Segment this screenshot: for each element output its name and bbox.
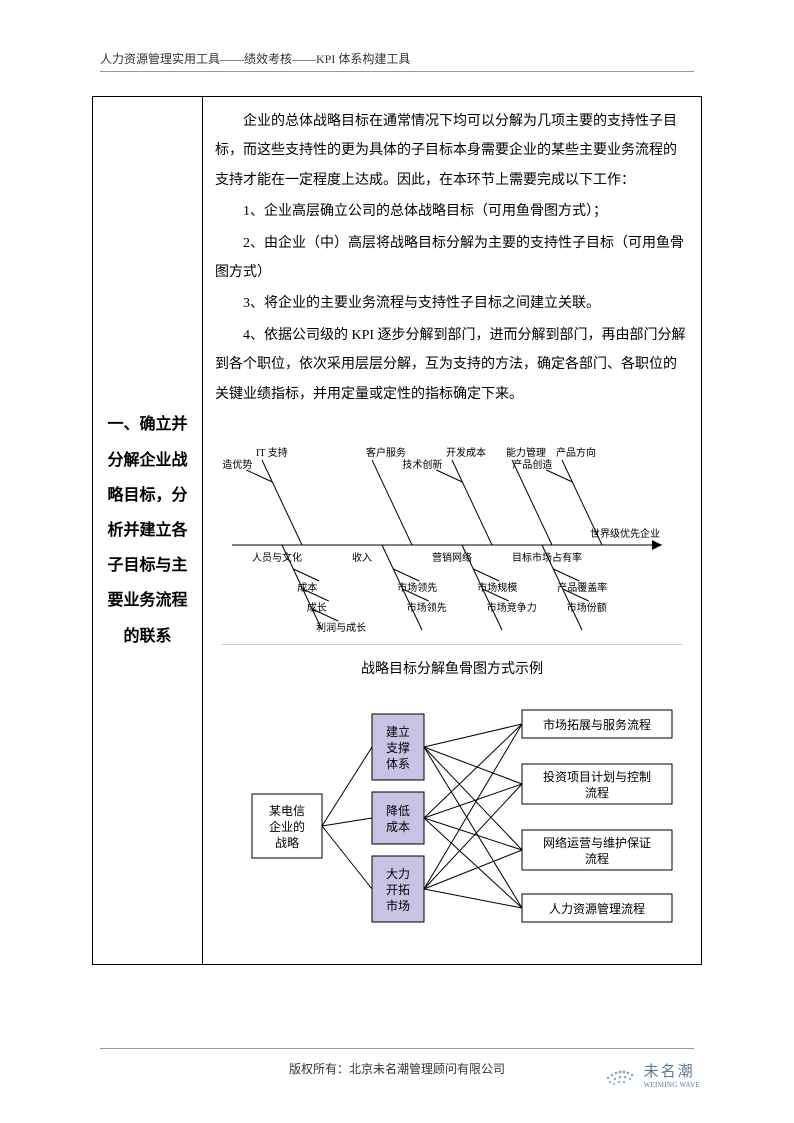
logo-subtitle: WEIMING WAVE [644, 1081, 700, 1089]
svg-text:大力: 大力 [386, 867, 410, 881]
svg-text:收入: 收入 [352, 551, 372, 564]
svg-text:产品覆盖率: 产品覆盖率 [557, 581, 607, 594]
svg-text:市场份额: 市场份额 [567, 601, 607, 614]
svg-text:企业的: 企业的 [269, 819, 305, 834]
svg-text:目标市场占有率: 目标市场占有率 [512, 551, 582, 564]
svg-text:市场领先: 市场领先 [407, 601, 447, 614]
list-item: 2、由企业（中）高层将战略目标分解为主要的支持性子目标（可用鱼骨图方式） [215, 229, 689, 288]
svg-text:投资项目计划与控制: 投资项目计划与控制 [543, 769, 651, 784]
logo-name: 未名潮 [644, 1060, 700, 1081]
svg-text:人员与文化: 人员与文化 [252, 551, 302, 564]
content-table: 一、确立并分解企业战略目标，分析并建立各子目标与主要业务流程的联系 企业的总体战… [92, 96, 702, 965]
logo-dots-icon [602, 1062, 638, 1090]
svg-text:体系: 体系 [386, 757, 410, 771]
svg-text:市场竞争力: 市场竞争力 [487, 601, 537, 614]
svg-text:战略: 战略 [275, 835, 299, 850]
footer-divider [100, 1048, 694, 1049]
svg-text:产品方向: 产品方向 [556, 446, 596, 459]
svg-text:市场: 市场 [386, 898, 410, 913]
svg-text:成本: 成本 [386, 820, 410, 834]
svg-text:流程: 流程 [585, 851, 609, 866]
svg-text:开发成本: 开发成本 [446, 446, 486, 459]
svg-text:产品创造: 产品创造 [512, 458, 552, 471]
section-title: 一、确立并分解企业战略目标，分析并建立各子目标与主要业务流程的联系 [105, 407, 190, 653]
svg-text:降低: 降低 [386, 804, 410, 818]
logo: 未名潮 WEIMING WAVE [644, 1060, 700, 1089]
fishbone-diagram: 世界级优先企业 IT 支持制造优势 客户服务 开发成本技术创新 能力管理产品方向产品创造… [222, 415, 682, 645]
svg-text:人力资源管理流程: 人力资源管理流程 [549, 901, 645, 916]
intro-paragraph: 企业的总体战略目标在通常情况下均可以分解为几项主要的支持性子目标，而这些支持性的… [215, 107, 689, 195]
svg-text:流程: 流程 [585, 785, 609, 800]
svg-text:技术创新: 技术创新 [402, 458, 442, 471]
svg-text:某电信: 某电信 [269, 804, 305, 818]
section-title-cell: 一、确立并分解企业战略目标，分析并建立各子目标与主要业务流程的联系 [93, 97, 203, 965]
svg-text:成长: 成长 [307, 602, 327, 614]
svg-text:利润与成长: 利润与成长 [316, 621, 366, 634]
svg-text:建立: 建立 [386, 724, 410, 739]
svg-text:世界级优先企业: 世界级优先企业 [590, 527, 660, 540]
svg-text:开拓: 开拓 [386, 883, 410, 897]
svg-text:成本: 成本 [297, 581, 317, 594]
flowchart-diagram: 某电信企业的战略 建立支撑体系降低成本大力开拓市场 市场拓展与服务流程投资项目计划与… [222, 694, 682, 954]
content-cell: 企业的总体战略目标在通常情况下均可以分解为几项主要的支持性子目标，而这些支持性的… [203, 97, 702, 965]
fishbone-caption: 战略目标分解鱼骨图方式示例 [215, 655, 689, 684]
page-header: 人力资源管理实用工具——绩效考核——KPI 体系构建工具 [100, 50, 694, 72]
list-item: 1、企业高层确立公司的总体战略目标（可用鱼骨图方式）； [215, 197, 689, 226]
list-item: 3、将企业的主要业务流程与支持性子目标之间建立关联。 [215, 289, 689, 318]
svg-text:网络运营与维护保证: 网络运营与维护保证 [543, 835, 651, 850]
svg-text:营销网络: 营销网络 [432, 551, 472, 564]
svg-text:支撑: 支撑 [386, 740, 410, 755]
svg-text:市场拓展与服务流程: 市场拓展与服务流程 [543, 717, 651, 732]
svg-text:制造优势: 制造优势 [222, 458, 252, 471]
svg-text:市场领先: 市场领先 [397, 581, 437, 594]
list-item: 4、依据公司级的 KPI 逐步分解到部门，进而分解到部门，再由部门分解到各个职位… [215, 321, 689, 409]
svg-text:客户服务: 客户服务 [366, 446, 406, 459]
svg-text:市场规模: 市场规模 [477, 581, 517, 594]
svg-text:IT 支持: IT 支持 [256, 446, 288, 459]
svg-text:能力管理: 能力管理 [506, 446, 546, 459]
